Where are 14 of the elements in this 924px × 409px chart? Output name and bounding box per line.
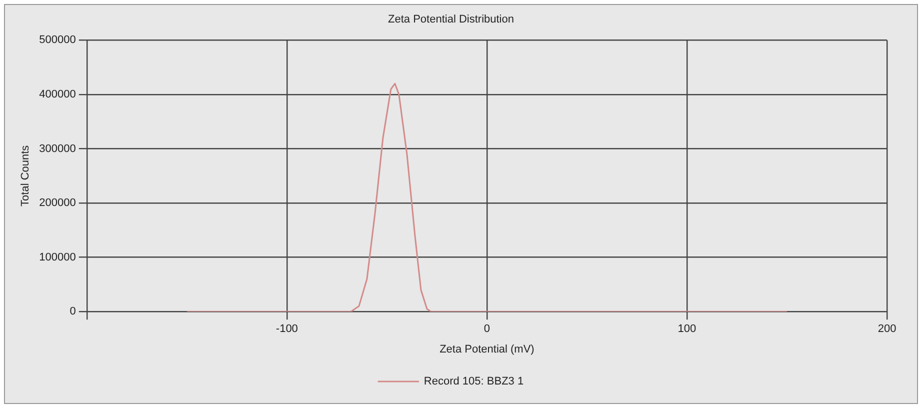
- x-tick-label: -100: [276, 323, 298, 336]
- y-tick-label: 300000: [39, 142, 76, 155]
- y-tick-label: 200000: [39, 197, 76, 210]
- y-tick-label: 400000: [39, 88, 76, 101]
- y-tick-label: 500000: [39, 34, 76, 46]
- legend-label: Record 105: BBZ3 1: [424, 376, 524, 388]
- y-tick-label: 0: [70, 306, 76, 318]
- chart-title: Zeta Potential Distribution: [388, 14, 514, 26]
- x-tick-label: 100: [678, 323, 696, 336]
- y-tick-label: 100000: [39, 251, 76, 264]
- x-tick-label: 0: [484, 323, 490, 336]
- y-axis-title: Total Counts: [20, 144, 32, 206]
- x-axis-title: Zeta Potential (mV): [440, 343, 534, 356]
- x-tick-label: 200: [878, 323, 896, 336]
